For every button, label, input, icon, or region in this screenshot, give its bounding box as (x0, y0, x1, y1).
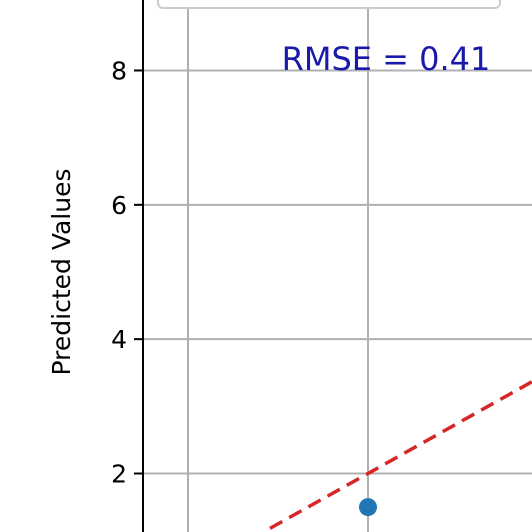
y-tick-label: 4 (111, 325, 127, 354)
grid-layer (143, 0, 532, 532)
y-axis-title: Predicted Values (47, 169, 76, 376)
y-tick-label: 8 (111, 56, 127, 85)
data-point (359, 498, 377, 517)
reference-line (269, 379, 532, 530)
y-tick-label: 2 (111, 460, 127, 489)
tick-layer: 2 4 6 8 (111, 56, 143, 489)
legend-box (157, 0, 501, 9)
point-layer (359, 498, 377, 517)
y-tick-label: 6 (111, 191, 127, 220)
line-layer (269, 379, 532, 530)
rmse-annotation: RMSE = 0.41 (282, 40, 491, 78)
